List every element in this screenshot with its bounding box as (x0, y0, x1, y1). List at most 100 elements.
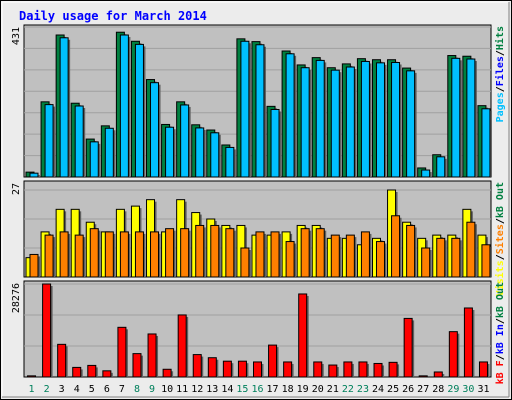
day-label-22: 22 (342, 384, 354, 395)
bar-kb-f-day-3 (57, 343, 67, 378)
day-label-5: 5 (89, 384, 95, 395)
bar-kb-f-day-23 (358, 361, 368, 378)
bar-files-day-30 (466, 58, 476, 178)
bar-sites-day-1 (29, 253, 39, 278)
bar-kb-f-day-20 (313, 361, 323, 378)
legend-entry: / (495, 254, 506, 260)
legend-entry: kB In (495, 324, 506, 354)
day-label-2: 2 (44, 384, 50, 395)
bar-files-day-17 (270, 108, 280, 178)
day-label-14: 14 (221, 384, 233, 395)
bar-files-day-3 (59, 37, 69, 178)
bar-files-day-11 (180, 104, 190, 178)
bar-files-day-31 (481, 108, 491, 178)
bar-kb-f-day-4 (72, 366, 82, 378)
day-label-28: 28 (432, 384, 444, 395)
legend-entry: Visits (494, 260, 506, 296)
bar-files-day-29 (451, 57, 461, 178)
bar-files-day-14 (225, 146, 235, 178)
day-label-3: 3 (59, 384, 65, 395)
bar-sites-day-27 (421, 247, 431, 278)
day-label-13: 13 (206, 384, 218, 395)
bar-sites-day-7 (119, 231, 129, 278)
legend-entry: / (495, 354, 506, 360)
bar-sites-day-9 (150, 231, 160, 278)
bar-files-day-27 (421, 169, 431, 178)
bar-sites-day-29 (451, 237, 461, 278)
bar-sites-day-11 (180, 228, 190, 278)
day-label-17: 17 (267, 384, 279, 395)
day-label-31: 31 (477, 384, 489, 395)
day-label-19: 19 (297, 384, 309, 395)
legend-entry: kB F (495, 360, 506, 384)
bar-sites-day-19 (300, 228, 310, 278)
legend-entry: kB Out (495, 182, 506, 218)
bar-sites-day-18 (285, 241, 295, 278)
bar-files-day-12 (195, 127, 205, 178)
bar-kb-f-day-11 (177, 314, 187, 378)
bar-kb-f-day-29 (448, 331, 458, 378)
day-label-4: 4 (74, 384, 80, 395)
bar-sites-day-4 (74, 234, 84, 278)
bar-kb-f-day-19 (298, 293, 308, 378)
legend-entry: / (495, 218, 506, 224)
bar-files-day-15 (240, 40, 250, 178)
day-label-1: 1 (29, 384, 35, 395)
legend-top: Pages/Files/Hits (494, 26, 506, 122)
legend-entry: / (495, 50, 506, 56)
bar-files-day-28 (436, 156, 446, 178)
bar-sites-day-25 (391, 215, 401, 278)
bar-sites-day-20 (315, 228, 325, 278)
day-label-29: 29 (447, 384, 459, 395)
bar-kb-f-day-27 (418, 375, 428, 378)
day-label-21: 21 (327, 384, 339, 395)
bar-files-day-26 (406, 70, 416, 178)
y-max-label-bottom: 28276 (11, 283, 22, 313)
bar-sites-day-3 (59, 231, 69, 278)
legend-entry: / (495, 86, 506, 92)
bar-kb-f-day-16 (253, 361, 262, 378)
panel-bottom: 28276 kB F/kB In/kB Out (11, 280, 506, 384)
legend-bottom: kB F/kB In/kB Out (495, 282, 506, 384)
bar-files-day-10 (165, 126, 175, 178)
legend-entry: Files (494, 56, 506, 86)
bar-sites-day-10 (165, 228, 175, 278)
day-label-7: 7 (119, 384, 125, 395)
chart-title: Daily usage for March 2014 (19, 9, 207, 23)
day-label-8: 8 (134, 384, 140, 395)
day-label-26: 26 (402, 384, 414, 395)
legend-entry: Sites (494, 224, 506, 254)
bar-files-day-6 (104, 127, 114, 178)
day-label-16: 16 (251, 384, 263, 395)
day-label-25: 25 (387, 384, 399, 395)
bar-kb-f-day-9 (147, 333, 157, 378)
day-label-18: 18 (282, 384, 294, 395)
bar-kb-f-day-6 (102, 370, 112, 378)
bar-sites-day-22 (345, 234, 355, 278)
bar-kb-f-day-14 (222, 360, 232, 378)
bar-sites-day-30 (466, 221, 476, 278)
legend-entry: / (495, 318, 506, 324)
bar-files-day-24 (375, 62, 385, 178)
bar-sites-day-21 (330, 234, 340, 278)
bar-sites-day-23 (360, 231, 370, 278)
bar-kb-f-day-18 (283, 361, 293, 378)
day-label-12: 12 (191, 384, 203, 395)
bar-sites-day-6 (104, 231, 114, 278)
day-label-24: 24 (372, 384, 384, 395)
bar-kb-f-day-1 (27, 375, 37, 378)
bar-kb-f-day-31 (478, 361, 488, 378)
bar-sites-day-17 (270, 231, 280, 278)
day-label-15: 15 (236, 384, 248, 395)
day-label-9: 9 (149, 384, 155, 395)
bar-kb-f-day-25 (388, 361, 398, 378)
bar-files-day-20 (315, 59, 325, 178)
bar-files-day-22 (345, 66, 355, 178)
bar-files-day-5 (89, 141, 99, 178)
bar-files-day-9 (150, 82, 160, 178)
bar-kb-f-day-30 (463, 307, 473, 378)
bar-files-day-4 (74, 105, 84, 178)
bar-kb-f-day-15 (237, 360, 247, 378)
